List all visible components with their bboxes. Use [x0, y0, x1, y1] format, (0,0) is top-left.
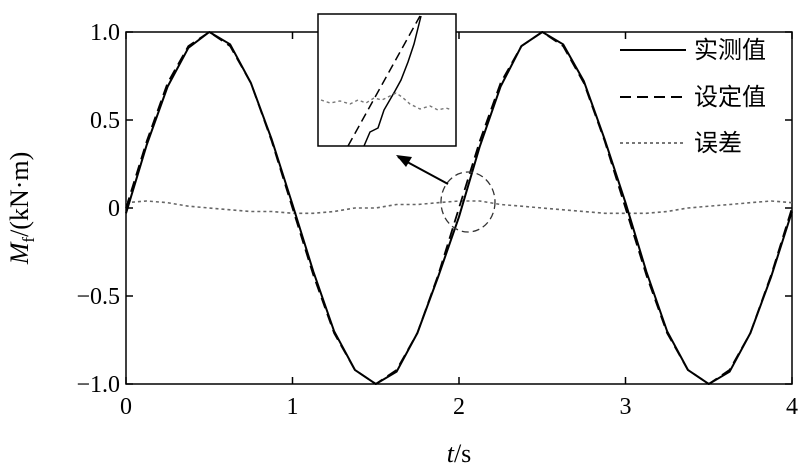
series-line-2	[125, 200, 793, 215]
x-tick-label: 1	[287, 394, 299, 420]
zoom-target-circle	[440, 171, 496, 233]
series-line-0	[125, 31, 793, 385]
x-axis-label-symbol: t	[447, 439, 455, 468]
legend-label-measured: 实测值	[694, 36, 766, 64]
x-axis-label: t/s	[447, 439, 472, 468]
series-line-1	[125, 31, 793, 385]
x-tick-label: 0	[120, 394, 132, 420]
y-axis-label: Mf/(kN·m)	[5, 152, 38, 266]
legend-label-setpoint: 设定值	[694, 83, 766, 111]
y-tick-label: −1.0	[76, 372, 120, 398]
legend: 实测值 设定值 误差	[620, 36, 766, 157]
y-axis-label-unit: /(kN·m)	[5, 152, 34, 237]
plot-area: 0 1 2 3 4 −1.0 −0.5 0 0.5 1.0	[76, 20, 798, 420]
zoom-annotation	[317, 13, 496, 233]
y-axis-label-subscript: f	[19, 237, 38, 243]
y-tick-label: 0	[108, 196, 120, 222]
zoom-arrow-head	[396, 155, 412, 167]
inset-dashed-line	[347, 15, 421, 147]
y-tick-label: −0.5	[76, 284, 120, 310]
x-tick-label: 2	[453, 394, 465, 420]
inset-solid-line	[363, 15, 422, 147]
y-axis-label-symbol: M	[5, 241, 34, 265]
legend-label-error: 误差	[694, 129, 742, 157]
x-tick-label: 4	[786, 394, 798, 420]
y-tick-label: 1.0	[90, 20, 120, 46]
x-axis-ticks: 0 1 2 3 4	[120, 32, 798, 420]
series-layer	[125, 31, 793, 385]
inset-error-line	[320, 92, 453, 111]
axes-frame	[125, 31, 793, 385]
y-axis-ticks: −1.0 −0.5 0 0.5 1.0	[76, 20, 792, 398]
y-tick-label: 0.5	[90, 108, 120, 134]
zoom-inset-box	[317, 13, 457, 147]
x-tick-label: 3	[620, 394, 632, 420]
x-axis-label-unit: /s	[454, 439, 471, 468]
